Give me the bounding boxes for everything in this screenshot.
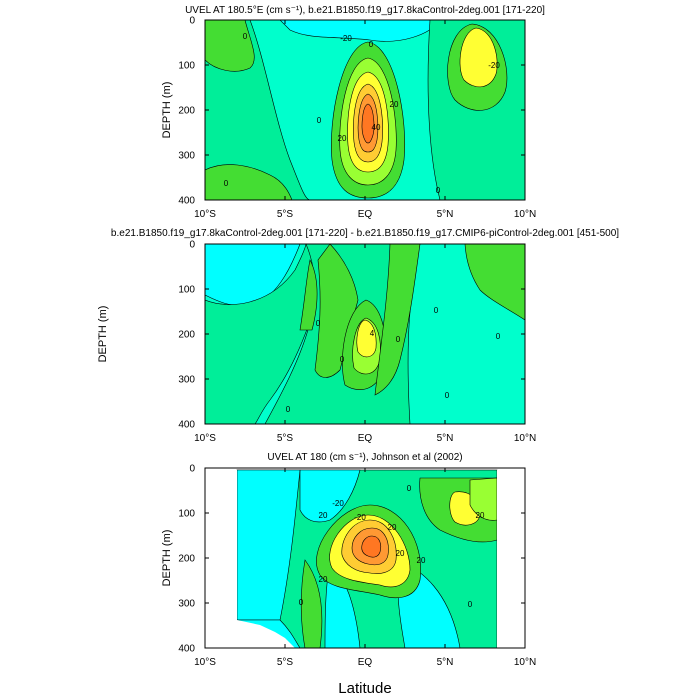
panel-3-y-tick-label: 400 [178,644,195,655]
panel-3-title: UVEL AT 180 (cm s⁻¹), Johnson et al (200… [267,452,462,463]
panel-3-green-south [300,559,323,648]
panel-2-contour-label: 0 [445,391,450,400]
panel-3-contour-label: 0 [407,484,412,493]
panel-1-contour-label: 0 [243,32,248,41]
panel-2-y-tick-label: 400 [178,420,195,431]
panel-2-contour-label: 0 [434,306,439,315]
panel-3-contour-label: 20 [319,575,328,584]
panel-3-contour-label: 20 [396,549,405,558]
panel-3-contours [205,469,525,648]
panel-2-max-core [356,319,377,358]
panel-1-nw-green [205,20,255,72]
panel-2-y-tick-label: 0 [189,240,195,251]
panel-3-cyan-top [299,469,361,523]
panel-2-y-tick-label: 100 [178,285,195,296]
panel-3: UVEL AT 180 (cm s⁻¹), Johnson et al (200… [161,452,526,649]
panel-1-contour-label: 20 [390,100,399,109]
panel-2-contour-label: 4 [370,329,375,338]
panel-3-x-tick-label: 5°S [277,657,294,668]
panel-3-contour-label: -20 [332,499,344,508]
panel-1-contour-label: 0 [317,116,322,125]
panel-3-y-tick-label: 200 [178,554,195,565]
panel-3-x-tick-label: 10°N [514,657,536,668]
panel-1-ylabel: DEPTH (m) [161,82,173,139]
panel-2-contour-label: 0 [340,355,345,364]
panel-1-x-tick-label: 5°N [437,209,454,220]
panel-1-title: UVEL AT 180.5°E (cm s⁻¹), b.e21.B1850.f1… [185,5,545,16]
panel-3-missing-left [205,470,237,648]
panel-3-y-tick-label: 0 [189,464,195,475]
panel-2-y-tick-label: 300 [178,375,195,386]
panel-2-x-tick-label: 5°N [437,433,454,444]
panel-1-south-green [205,164,293,200]
panel-1-y-tick-label: 400 [178,196,195,207]
panel-2-contour-label: 0 [496,332,501,341]
panel-2-contours [205,244,525,424]
panel-2-x-tick-label: EQ [358,433,373,444]
panel-2-x-tick-label: 10°S [194,433,216,444]
panel-1-x-tick-label: 10°N [514,209,536,220]
panel-3-contour-label: 0 [468,600,473,609]
panel-3-north-upper [469,477,498,521]
panel-1-contour-label: 0 [224,179,229,188]
panel-3-contour-label: 20 [319,511,328,520]
panel-3-contour-label: -20 [354,513,366,522]
panel-2-x-tick-label: 5°S [277,433,294,444]
panel-2-contour-label: 0 [396,335,401,344]
panel-3-contour-label: 20 [476,511,485,520]
panel-1-contour-label: 20 [338,134,347,143]
panel-1-contour-label: -20 [488,61,500,70]
panel-3-y-tick-label: 300 [178,599,195,610]
panel-2-green-east [464,244,525,321]
panel-1-north-max [459,27,498,88]
panel-3-x-tick-label: 5°N [437,657,454,668]
panel-3-missing-right [497,470,525,648]
panel-1-y-tick-label: 0 [189,16,195,27]
panel-3-contour-label: 0 [299,598,304,607]
panel-1-x-tick-label: EQ [358,209,373,220]
panel-2-ylabel: DEPTH (m) [97,306,109,363]
panel-1-contours [205,20,525,200]
panel-2-green-mid-right [374,244,421,396]
panel-3-x-tick-label: EQ [358,657,373,668]
panel-3-contour-label: 20 [417,556,426,565]
panel-1-x-tick-label: 5°S [277,209,294,220]
panel-1-contour-label: 0 [369,40,374,49]
panel-1-x-tick-label: 10°S [194,209,216,220]
panel-2-contour-label: 0 [316,319,321,328]
panel-1-euc-max [361,103,375,144]
panel-3-ylabel: DEPTH (m) [161,530,173,587]
panel-2-contour-label: 0 [286,405,291,414]
panel-1-contour-label: -20 [340,34,352,43]
panel-2-x-tick-label: 10°N [514,433,536,444]
panel-2-title: b.e21.B1850.f19_g17.8kaControl-2deg.001 … [111,228,619,239]
panel-1-y-tick-label: 200 [178,106,195,117]
figure-xlabel: Latitude [338,680,391,697]
panel-1-y-tick-label: 100 [178,61,195,72]
panel-1-contour-label: 40 [372,123,381,132]
panel-2-green-left-arm [299,259,318,331]
panel-2-y-tick-label: 200 [178,330,195,341]
panel-2: b.e21.B1850.f19_g17.8kaControl-2deg.001 … [97,228,619,425]
panel-3-y-tick-label: 100 [178,509,195,520]
panel-3-euc-core [361,535,382,558]
panel-3-contour-label: 20 [388,523,397,532]
panel-1: UVEL AT 180.5°E (cm s⁻¹), b.e21.B1850.f1… [161,5,545,201]
panel-3-x-tick-label: 10°S [194,657,216,668]
panel-1-y-tick-label: 300 [178,151,195,162]
panel-2-green-central [314,244,359,378]
panel-3-missing-bottom [237,620,295,648]
panel-1-contour-label: 0 [436,186,441,195]
